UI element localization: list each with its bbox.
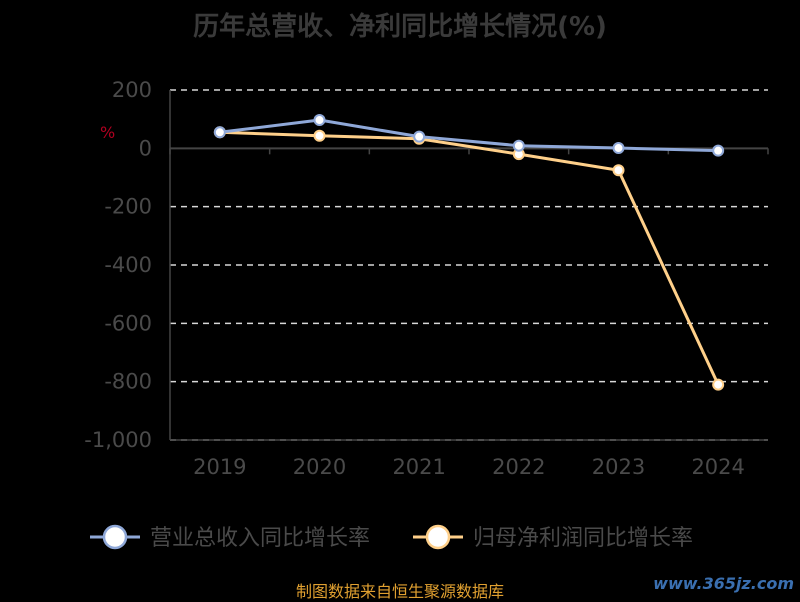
legend-label: 营业总收入同比增长率 — [150, 526, 370, 551]
chart-title: 历年总营收、净利同比增长情况(%) — [193, 12, 607, 42]
data-point — [213, 126, 226, 139]
watermark: www.365jz.com — [653, 574, 794, 593]
y-axis-label: % — [100, 123, 115, 142]
series-line — [219, 130, 720, 386]
data-point — [712, 144, 725, 157]
data-point — [313, 114, 326, 127]
x-tick-label: 2022 — [492, 455, 545, 479]
x-tick-label: 2021 — [392, 455, 445, 479]
data-point — [313, 129, 326, 142]
legend-marker — [102, 524, 128, 550]
data-source-note: 制图数据来自恒生聚源数据库 — [295, 582, 504, 601]
x-tick-label: 2019 — [193, 455, 246, 479]
y-tick-label: -1,000 — [84, 428, 152, 452]
data-point — [512, 139, 525, 152]
y-tick-label: -400 — [104, 253, 152, 277]
data-point — [612, 164, 625, 177]
legend-label: 归母净利润同比增长率 — [473, 526, 693, 551]
y-tick-label: -200 — [104, 195, 152, 219]
data-point — [612, 142, 625, 155]
data-point — [712, 378, 725, 391]
data-point — [413, 130, 426, 143]
x-tick-label: 2020 — [293, 455, 346, 479]
y-tick-label: 0 — [139, 136, 152, 160]
x-tick-label: 2023 — [592, 455, 645, 479]
y-tick-label: 200 — [112, 78, 152, 102]
y-tick-label: -800 — [104, 370, 152, 394]
y-tick-label: -600 — [104, 311, 152, 335]
series-line — [219, 118, 719, 153]
x-tick-label: 2024 — [691, 455, 744, 479]
legend-marker — [425, 524, 451, 550]
